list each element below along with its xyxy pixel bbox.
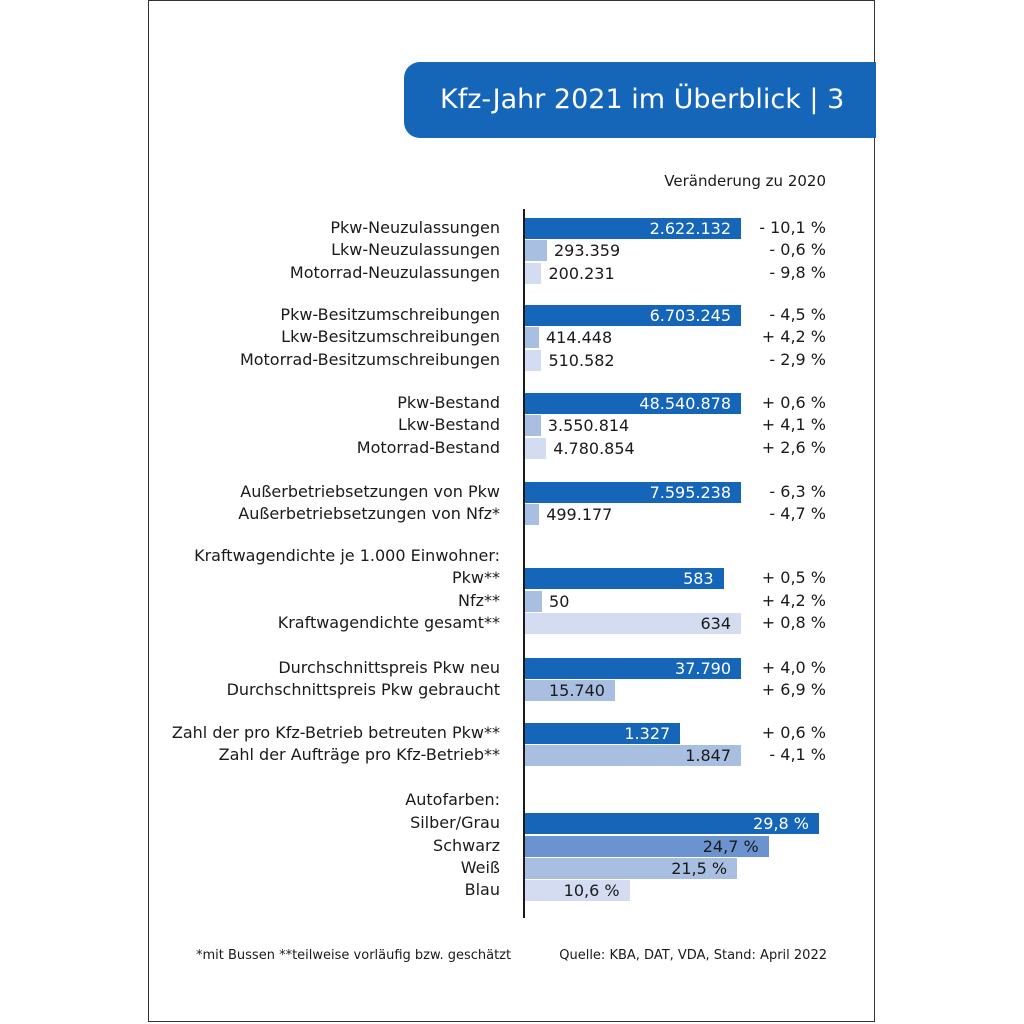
row-label: Weiß xyxy=(460,857,500,877)
group-heading: Kraftwagendichte je 1.000 Einwohner: xyxy=(194,546,500,565)
change-value: + 0,6 % xyxy=(761,393,826,412)
data-label: 200.231 xyxy=(548,263,615,283)
row-label: Lkw-Bestand xyxy=(398,415,500,435)
row-label: Durchschnittspreis Pkw neu xyxy=(278,658,500,677)
data-label: 37.790 xyxy=(675,659,731,678)
row-label: Pkw-Besitzumschreibungen xyxy=(280,305,500,324)
page-title: Kfz-Jahr 2021 im Überblick | 3 xyxy=(440,84,845,115)
change-value: - 2,9 % xyxy=(769,349,826,369)
change-value: - 0,6 % xyxy=(769,240,826,260)
change-value: + 4,0 % xyxy=(761,658,826,677)
bar xyxy=(525,857,738,879)
row-label: Pkw-Neuzulassungen xyxy=(330,218,500,237)
row-label: Silber/Grau xyxy=(410,813,500,833)
data-label: 293.359 xyxy=(554,241,621,261)
data-label: 1.847 xyxy=(685,746,731,766)
change-value: + 4,2 % xyxy=(761,327,826,347)
change-value: + 4,2 % xyxy=(761,590,826,610)
change-value: - 4,1 % xyxy=(769,745,826,765)
data-label: 6.703.245 xyxy=(649,306,731,325)
row-label: Lkw-Besitzumschreibungen xyxy=(281,327,500,347)
bar xyxy=(525,415,541,437)
row-label: Kraftwagendichte gesamt** xyxy=(277,612,500,632)
data-label: 2.622.132 xyxy=(649,219,731,238)
bar xyxy=(525,218,741,239)
data-label: 21,5 % xyxy=(671,858,728,878)
data-label: 4.780.854 xyxy=(553,438,635,458)
row-label: Zahl der pro Kfz-Betrieb betreuten Pkw** xyxy=(171,723,500,742)
row-label: Nfz** xyxy=(458,590,500,610)
change-value: + 4,1 % xyxy=(761,415,826,435)
row-label: Blau xyxy=(464,880,500,900)
group-heading: Autofarben: xyxy=(405,790,500,809)
bar xyxy=(525,880,630,902)
row-label: Schwarz xyxy=(433,835,500,855)
bar xyxy=(525,349,542,371)
bar xyxy=(525,835,769,857)
data-label: 583 xyxy=(683,569,714,589)
bar xyxy=(525,723,681,744)
row-label: Pkw** xyxy=(452,568,500,588)
change-value: + 0,6 % xyxy=(761,723,826,742)
change-value: - 4,7 % xyxy=(769,504,826,524)
bar xyxy=(525,482,741,503)
bar xyxy=(525,658,741,679)
change-value: - 4,5 % xyxy=(769,305,826,324)
data-label: 50 xyxy=(549,591,570,611)
footnote-legend: *mit Bussen **teilweise vorläufig bzw. g… xyxy=(196,948,512,963)
change-value: + 6,9 % xyxy=(761,680,826,700)
row-label: Durchschnittspreis Pkw gebraucht xyxy=(226,680,500,700)
bar xyxy=(525,590,543,612)
data-label: 24,7 % xyxy=(702,836,759,856)
data-label: 48.540.878 xyxy=(639,394,731,413)
bar xyxy=(525,240,547,262)
bar xyxy=(525,568,724,590)
change-value: + 0,8 % xyxy=(761,612,826,632)
axis-line xyxy=(523,209,525,918)
row-label: Motorrad-Neuzulassungen xyxy=(289,262,500,282)
bar xyxy=(525,745,741,767)
change-column-header: Veränderung zu 2020 xyxy=(664,172,826,190)
row-label: Motorrad-Besitzumschreibungen xyxy=(239,349,500,369)
change-value: - 10,1 % xyxy=(759,218,826,237)
change-value: - 9,8 % xyxy=(769,262,826,282)
data-label: 29,8 % xyxy=(753,814,809,834)
bar xyxy=(525,327,539,349)
data-label: 10,6 % xyxy=(563,881,620,901)
change-value: + 2,6 % xyxy=(761,437,826,457)
footnote-source: Quelle: KBA, DAT, VDA, Stand: April 2022 xyxy=(559,948,827,963)
row-label: Pkw-Bestand xyxy=(397,393,500,412)
row-label: Zahl der Aufträge pro Kfz-Betrieb** xyxy=(218,745,500,765)
change-value: + 0,5 % xyxy=(761,568,826,588)
row-label: Motorrad-Bestand xyxy=(356,437,500,457)
data-label: 7.595.238 xyxy=(649,483,731,502)
bar xyxy=(525,612,741,634)
data-label: 414.448 xyxy=(546,328,613,348)
bar xyxy=(525,680,615,702)
bar xyxy=(525,262,542,284)
row-label: Lkw-Neuzulassungen xyxy=(331,240,500,260)
row-label: Außerbetriebsetzungen von Nfz* xyxy=(238,504,500,524)
data-label: 510.582 xyxy=(548,350,615,370)
bar xyxy=(525,813,819,835)
bar xyxy=(525,437,547,459)
data-label: 3.550.814 xyxy=(547,416,630,436)
bar xyxy=(525,504,540,526)
row-label: Außerbetriebsetzungen von Pkw xyxy=(240,482,500,501)
bar xyxy=(525,305,741,326)
data-label: 1.327 xyxy=(624,724,671,743)
data-label: 634 xyxy=(700,613,731,633)
title-banner xyxy=(404,62,876,138)
change-value: - 6,3 % xyxy=(769,482,826,501)
data-label: 15.740 xyxy=(548,681,605,701)
bar xyxy=(525,393,741,414)
data-label: 499.177 xyxy=(546,505,613,525)
